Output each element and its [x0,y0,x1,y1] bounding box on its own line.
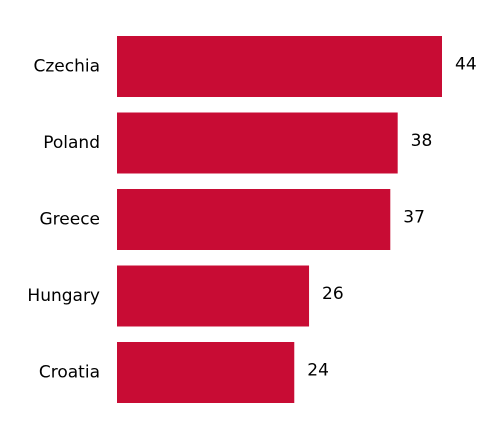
value-label: 37 [403,208,425,228]
value-label: 38 [411,131,433,151]
y-tick-label: Croatia [39,363,100,383]
bar [117,189,391,250]
y-tick-label: Greece [39,210,100,230]
bar [117,112,398,174]
y-tick-label: Hungary [27,286,100,306]
bar [117,36,442,97]
value-label: 24 [307,361,329,381]
bar [117,342,295,403]
bar [117,265,310,327]
y-tick-label: Poland [43,133,100,153]
value-label: 26 [322,284,344,304]
value-label: 44 [455,55,477,75]
y-tick-label: Czechia [33,57,100,77]
